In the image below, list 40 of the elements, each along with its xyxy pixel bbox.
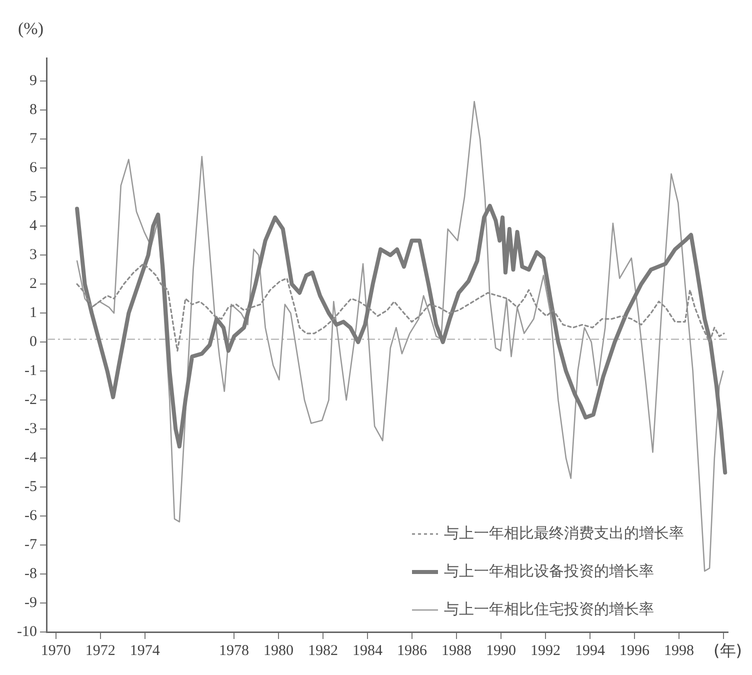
y-tick-label: 4 <box>29 218 38 234</box>
x-tick-label: 1994 <box>575 642 606 659</box>
y-tick-label: 3 <box>29 247 37 264</box>
y-tick-label: -5 <box>24 478 37 495</box>
y-tick-label: 5 <box>29 189 37 206</box>
x-tick-label: 1986 <box>396 642 428 659</box>
x-tick-label: 1992 <box>530 642 561 659</box>
legend-label: 与上一年相比设备投资的增长率 <box>444 562 654 580</box>
y-tick-label: 1 <box>29 305 37 322</box>
y-axis-title: (%) <box>18 18 44 38</box>
x-tick-label: 1984 <box>352 642 383 659</box>
y-tick-label: -6 <box>24 508 38 524</box>
y-tick-label: 6 <box>29 160 38 176</box>
line-series <box>76 263 725 352</box>
y-tick-label: -7 <box>24 536 38 553</box>
legend-label: 与上一年相比最终消费支出的增长率 <box>444 524 684 542</box>
y-tick-label: -4 <box>24 450 38 466</box>
x-tick-label: 1980 <box>263 642 294 659</box>
y-tick-label: -3 <box>24 421 37 438</box>
y-tick-label: 7 <box>29 131 38 148</box>
y-tick-label: -9 <box>24 594 37 611</box>
y-tick-label: 9 <box>29 73 37 90</box>
y-tick-label: -10 <box>16 624 37 640</box>
y-tick-label: 0 <box>29 334 37 350</box>
x-tick-label: 1970 <box>40 642 71 659</box>
y-tick-label: 8 <box>29 102 37 118</box>
x-axis-title: (年) <box>714 641 742 660</box>
y-tick-label: -2 <box>24 392 37 408</box>
x-tick-label: 1972 <box>85 642 116 659</box>
x-tick-label: 1998 <box>664 642 694 659</box>
y-tick-label: 2 <box>29 276 37 292</box>
x-tick-label: 1990 <box>486 642 516 659</box>
x-tick-label: 1988 <box>441 642 472 659</box>
y-tick-label: -8 <box>24 566 37 582</box>
x-tick-label: 1996 <box>620 642 650 659</box>
legend-label: 与上一年相比住宅投资的增长率 <box>444 600 654 618</box>
x-tick-label: 1978 <box>218 642 249 659</box>
x-tick-label: 1974 <box>130 642 160 659</box>
y-tick-label: -1 <box>24 363 37 380</box>
x-tick-label: 1982 <box>308 642 338 659</box>
